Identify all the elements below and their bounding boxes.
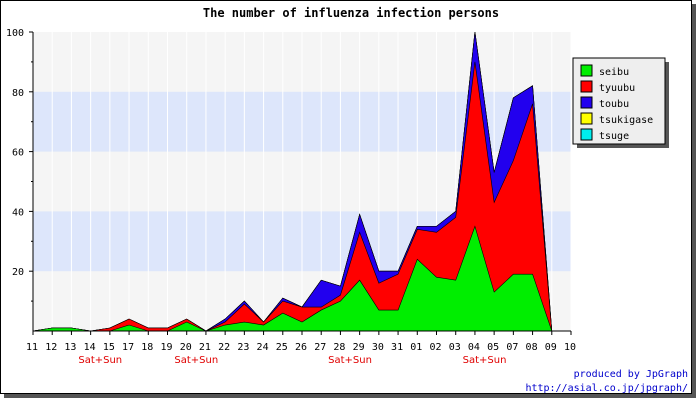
weekend-label: Sat+Sun [328, 355, 372, 366]
legend-label-tsuge: tsuge [599, 131, 629, 142]
y-tick-label: 40 [12, 207, 24, 218]
legend-label-tyuubu: tyuubu [599, 83, 635, 94]
x-tick-label: 28 [333, 342, 345, 353]
footer-credit: produced by JpGraph [574, 369, 688, 380]
x-tick-label: 02 [429, 342, 441, 353]
legend-swatch-tyuubu [580, 80, 593, 93]
x-tick-label: 10 [564, 342, 576, 353]
x-tick-label: 04 [468, 342, 480, 353]
x-tick-label: 27 [314, 342, 326, 353]
footer-url[interactable]: http://asial.co.jp/jpgraph/ [525, 383, 688, 394]
x-tick-label: 09 [545, 342, 557, 353]
x-tick-label: 26 [295, 342, 307, 353]
chart-frame: The number of influenza infection person… [0, 0, 692, 394]
x-tick-label: 07 [506, 342, 518, 353]
y-tick-labels: 20 40 60 80 100 [6, 28, 33, 302]
y-tick-label: 20 [12, 267, 24, 278]
x-tick-label: 18 [141, 342, 153, 353]
x-tick-label: 19 [160, 342, 172, 353]
x-tick-label: 30 [372, 342, 384, 353]
x-tick-label: 12 [45, 342, 57, 353]
weekend-label: Sat+Sun [78, 355, 122, 366]
legend-label-seibu: seibu [599, 67, 629, 78]
x-tick-label: 31 [391, 342, 403, 353]
series-area-tyuubu [32, 61, 571, 332]
x-tick-label: 23 [237, 342, 249, 353]
y-tick-label: 60 [12, 148, 24, 159]
x-tick-labels: 11 12 13 14 15 17 18 19 20 21 22 23 24 25 26 27 28 29 30 31… [26, 331, 576, 353]
x-tick-label: 21 [199, 342, 211, 353]
y-tick-label: 80 [12, 88, 24, 99]
y-tick-label: 100 [6, 28, 24, 39]
weekend-label: Sat+Sun [174, 355, 218, 366]
x-tick-label: 29 [353, 342, 365, 353]
x-tick-label: 01 [410, 342, 422, 353]
x-tick-label: 14 [84, 342, 96, 353]
legend-swatch-toubu [580, 96, 593, 109]
x-tick-label: 03 [449, 342, 461, 353]
x-tick-label: 13 [64, 342, 76, 353]
x-tick-label: 08 [526, 342, 538, 353]
legend-label-toubu: toubu [599, 99, 629, 110]
stacked-areas [32, 31, 571, 332]
legend-swatch-tsuge [580, 128, 593, 141]
legend-swatch-tsukigase [580, 112, 593, 125]
x-tick-label: 11 [26, 342, 38, 353]
legend-label-tsukigase: tsukigase [599, 115, 653, 126]
x-tick-label: 05 [487, 342, 499, 353]
x-tick-label: 17 [122, 342, 134, 353]
x-tick-label: 20 [180, 342, 192, 353]
legend: seibu tyuubu toubu tsukigase tsuge [572, 57, 669, 148]
x-tick-label: 24 [257, 342, 269, 353]
legend-swatch-seibu [580, 64, 593, 77]
x-tick-label: 15 [103, 342, 115, 353]
x-tick-label: 22 [218, 342, 230, 353]
weekend-labels: Sat+Sun Sat+Sun Sat+Sun Sat+Sun [78, 355, 506, 366]
chart-title: The number of influenza infection person… [203, 6, 499, 20]
weekend-label: Sat+Sun [463, 355, 507, 366]
series-area-seibu [32, 225, 571, 332]
x-tick-label: 25 [276, 342, 288, 353]
